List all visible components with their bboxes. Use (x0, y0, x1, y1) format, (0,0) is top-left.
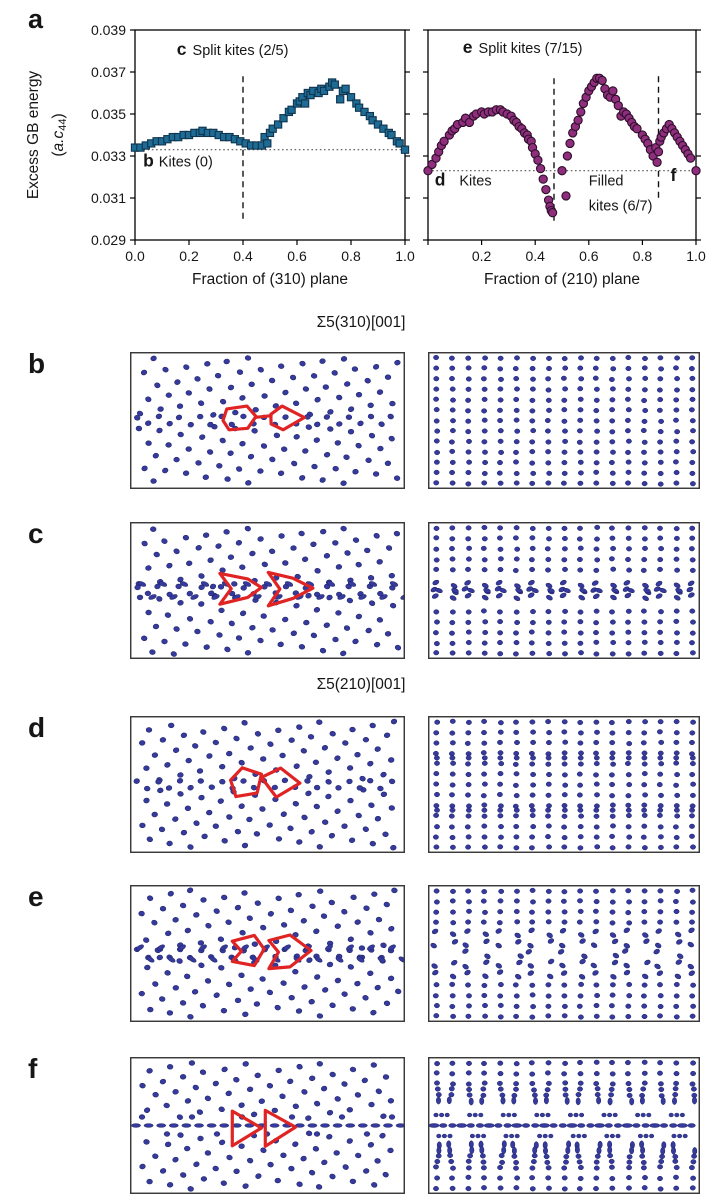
section-title-210: Σ5(210)[001] (316, 676, 406, 693)
atom-dots (430, 524, 696, 657)
y-tick-label: 0.035 (91, 106, 126, 122)
kite-outline (221, 404, 306, 432)
atom-box-border (130, 716, 405, 853)
panel-row-c: c (0, 518, 722, 659)
chart-annotation: kites (6/7) (589, 199, 653, 215)
atom-box-border (130, 352, 405, 489)
atom-box-f-column-view (428, 1057, 700, 1194)
atom-box-border (428, 716, 700, 853)
atom-dots (133, 718, 398, 851)
atom-column-svg (428, 885, 700, 1022)
data-points (423, 73, 701, 218)
x-tick-label: 0.4 (233, 248, 253, 264)
atom-box-c-column-view (428, 522, 700, 659)
atom-dots (428, 1059, 698, 1192)
panel-a-charts: 0.0 0.2 0.4 0.6 0.8 1.0 0.029 0.031 0.033 0.035 0.… (0, 0, 722, 300)
x-tick-label: 0.4 (525, 248, 545, 264)
kite-outline (218, 570, 315, 608)
chart-annotation: d Kites (435, 169, 492, 189)
atom-column-svg (428, 716, 700, 853)
panel-label-d: d (28, 712, 46, 743)
section-title-310: Σ5(310)[001] (316, 314, 406, 331)
atom-box-e-lattice-view (130, 885, 405, 1022)
atom-column-svg (428, 352, 700, 489)
atom-box-b-column-view (428, 352, 700, 489)
atom-box-d-column-view (428, 716, 700, 853)
panel-row-b: b (0, 348, 722, 489)
y-tick-label: 0.029 (91, 232, 126, 248)
atom-lattice-svg (130, 1057, 405, 1194)
atom-box-border (428, 1057, 700, 1194)
chart-annotation: b Kites (0) (143, 151, 213, 171)
atom-box-border (130, 1057, 405, 1194)
x-axis-label: Fraction of (310) plane (192, 271, 348, 288)
plot-frame (427, 29, 697, 241)
atom-box-border (428, 522, 700, 659)
atom-column-svg (428, 1057, 700, 1194)
atom-lattice-svg (130, 522, 405, 659)
data-points (130, 78, 410, 154)
panel-label-a: a (28, 4, 44, 34)
y-tick-label: 0.033 (91, 148, 126, 164)
panel-label-b: b (28, 348, 46, 379)
y-tick-label: 0.039 (91, 22, 126, 38)
chart-annotation: c Split kites (2/5) (177, 39, 289, 59)
x-tick-label: 0.8 (633, 248, 653, 264)
atom-box-border (130, 885, 405, 1022)
chart-annotation: f (671, 165, 677, 185)
panel-a-plot: 0.0 0.2 0.4 0.6 0.8 1.0 0.029 0.031 0.033 0.035 0.… (25, 22, 706, 288)
atom-dots (433, 718, 697, 851)
atom-lattice-svg (130, 885, 405, 1022)
atom-dots (134, 355, 401, 486)
y-axis-label-line1: Excess GB energy (25, 71, 42, 200)
x-axis-label: Fraction of (210) plane (484, 271, 640, 288)
atom-box-border (428, 352, 700, 489)
x-tick-label: 0.0 (125, 248, 145, 264)
y-axis-label-line2: (a.c44) (50, 113, 69, 156)
plot-frame (134, 29, 406, 241)
panel-label-f: f (28, 1053, 38, 1084)
x-tick-label: 0.2 (179, 248, 199, 264)
atom-box-border (428, 885, 700, 1022)
atom-dots (131, 1060, 405, 1192)
panel-label-e: e (28, 881, 44, 912)
atom-lattice-svg (130, 352, 405, 489)
atom-dots (134, 525, 405, 657)
panel-label-c: c (28, 518, 44, 549)
x-tick-label: 1.0 (686, 248, 706, 264)
atom-dots (133, 887, 405, 1020)
kite-outline (230, 933, 313, 971)
atom-box-b-lattice-view (130, 352, 405, 489)
atom-dots (433, 354, 697, 487)
atom-dots (430, 887, 697, 1020)
panel-row-d: d (0, 712, 722, 853)
atom-box-border (130, 522, 405, 659)
y-tick-label: 0.037 (91, 64, 126, 80)
x-tick-label: 0.8 (341, 248, 361, 264)
atom-box-c-lattice-view (130, 522, 405, 659)
atom-column-svg (428, 522, 700, 659)
kite-outline (228, 766, 302, 799)
panel-row-f: f (0, 1053, 722, 1194)
y-tick-label: 0.031 (91, 190, 126, 206)
x-tick-label: 0.6 (579, 248, 599, 264)
atom-box-e-column-view (428, 885, 700, 1022)
x-tick-label: 1.0 (395, 248, 415, 264)
x-tick-label: 0.6 (287, 248, 307, 264)
panel-row-e: e (0, 881, 722, 1022)
x-tick-label: 0.2 (472, 248, 492, 264)
atom-box-f-lattice-view (130, 1057, 405, 1194)
chart-annotation: e Split kites (7/15) (463, 37, 583, 57)
atom-box-d-lattice-view (130, 716, 405, 853)
chart-annotation: Filled (589, 173, 624, 189)
kite-outline (230, 1108, 298, 1148)
atom-lattice-svg (130, 716, 405, 853)
